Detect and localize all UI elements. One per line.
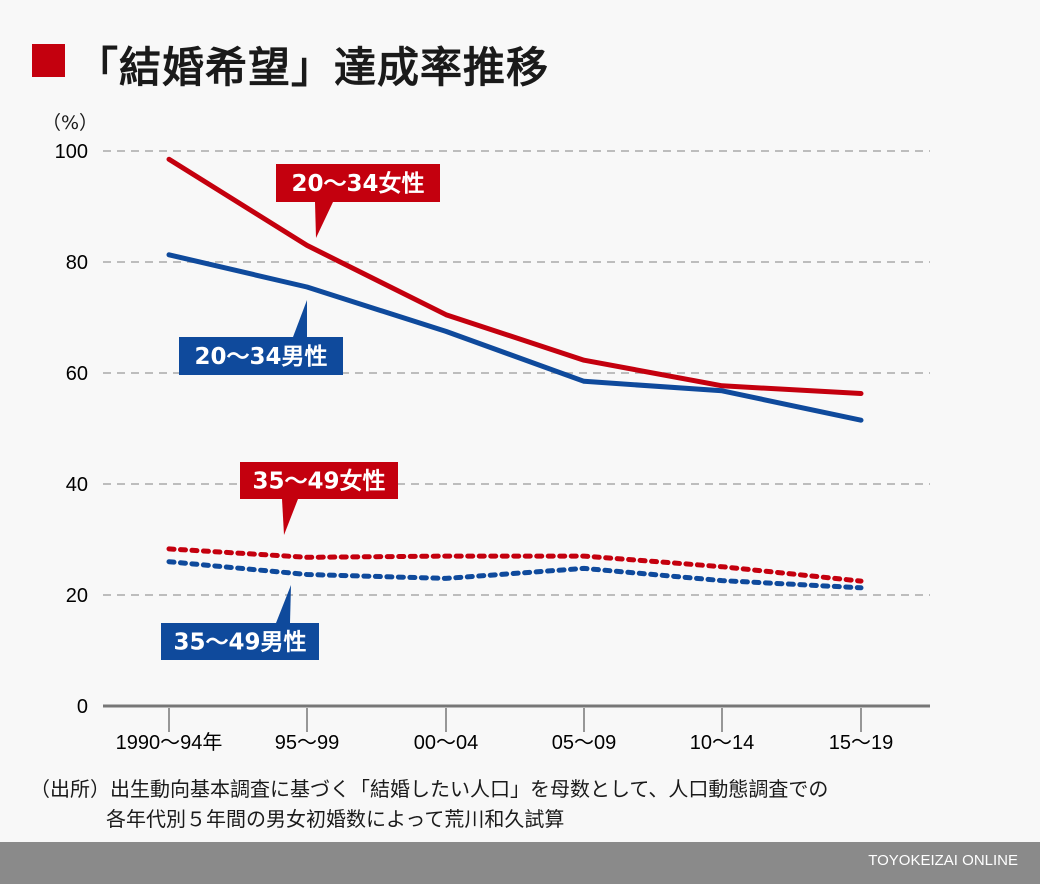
y-tick-label: 0 <box>77 696 88 718</box>
y-tick-label: 40 <box>66 474 88 496</box>
line-chart: 0 20 40 60 80 100 1990〜94年 95〜99 00〜04 05〜09 10〜1… <box>55 141 930 754</box>
footer-bar: TOYOKEIZAI ONLINE <box>0 842 1040 884</box>
source-line-1: （出所）出生動向基本調査に基づく「結婚したい人口」を母数として、人口動態調査での <box>30 777 829 801</box>
series-line-2 <box>166 546 864 584</box>
series-line-3 <box>166 559 864 591</box>
series-line-1 <box>166 252 864 423</box>
callout-pointer <box>293 300 307 337</box>
x-tick-label: 05〜09 <box>552 732 617 754</box>
y-tick-label: 100 <box>55 141 88 163</box>
x-tick-label: 10〜14 <box>690 732 755 754</box>
x-tick-label: 00〜04 <box>414 732 479 754</box>
callout-pointer <box>282 499 298 535</box>
series-label-text: 35〜49女性 <box>252 468 385 495</box>
series-label-text: 20〜34男性 <box>194 344 327 370</box>
x-tick-label: 95〜99 <box>275 732 340 754</box>
callout-box <box>161 623 319 660</box>
source-line-2: 各年代別５年間の男女初婚数によって荒川和久試算 <box>106 807 565 831</box>
callout-box <box>276 164 440 202</box>
series-label-text: 35〜49男性 <box>173 630 306 656</box>
callout-box <box>179 337 343 375</box>
series-line-0 <box>166 156 864 396</box>
y-axis-unit: （%） <box>42 112 99 134</box>
series-label-1: 20〜34男性 <box>179 300 343 375</box>
x-tick-label: 1990〜94年 <box>116 731 223 754</box>
publisher-credit: TOYOKEIZAI ONLINE <box>868 852 1018 869</box>
y-tick-label: 80 <box>66 252 88 274</box>
chart-title: 「結婚希望」達成率推移 <box>76 43 550 92</box>
callout-pointer <box>315 202 333 238</box>
source-note: （出所）出生動向基本調査に基づく「結婚したい人口」を母数として、人口動態調査での… <box>30 774 828 834</box>
series-label-3: 35〜49男性 <box>161 585 319 660</box>
y-tick-label: 20 <box>66 585 88 607</box>
callout-pointer <box>276 585 291 623</box>
series-label-2: 35〜49女性 <box>240 462 398 535</box>
y-tick-label: 60 <box>66 363 88 385</box>
x-tick-label: 15〜19 <box>829 732 894 754</box>
title-marker <box>32 44 65 77</box>
series-label-text: 20〜34女性 <box>291 170 424 197</box>
callout-box <box>240 462 398 499</box>
series-label-0: 20〜34女性 <box>276 164 440 238</box>
